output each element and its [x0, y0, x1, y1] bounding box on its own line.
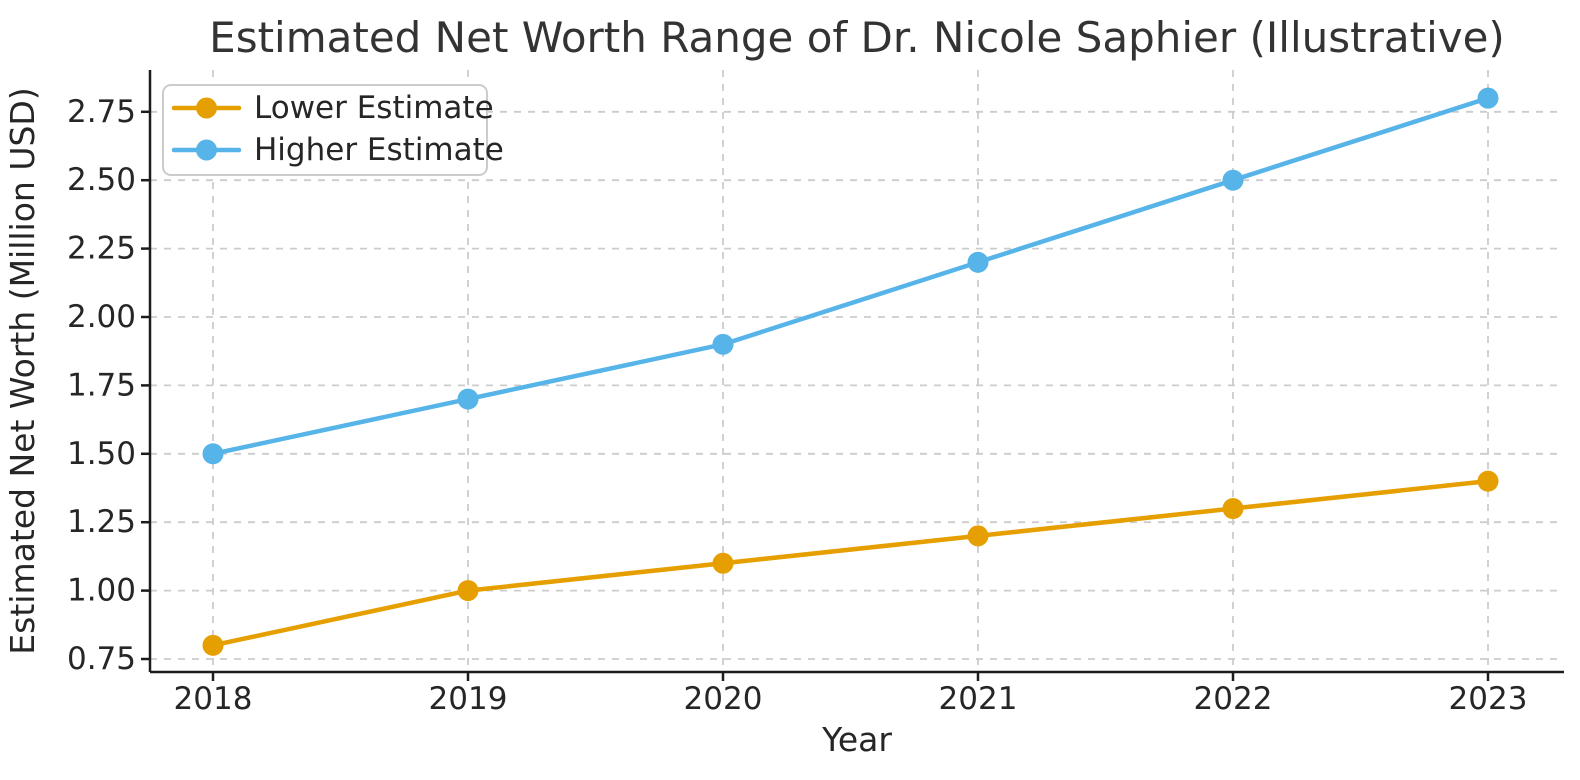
legend-swatch-marker: [196, 97, 217, 119]
y-axis-label: Estimated Net Worth (Million USD): [3, 87, 42, 654]
x-axis-tick-label: 2022: [1194, 681, 1273, 717]
legend-label: Higher Estimate: [254, 132, 504, 168]
y-axis-tick-label: 2.00: [67, 299, 136, 335]
y-axis-tick-label: 1.75: [67, 367, 136, 403]
y-axis-tick-label: 1.50: [67, 436, 136, 472]
y-axis-tick-label: 1.25: [67, 504, 136, 540]
x-axis-tick-label: 2018: [174, 681, 253, 717]
data-point-marker: [967, 525, 989, 547]
x-axis-tick-label: 2020: [684, 681, 763, 717]
data-point-marker: [1477, 87, 1499, 109]
data-point-marker: [202, 443, 224, 465]
chart-title: Estimated Net Worth Range of Dr. Nicole …: [209, 13, 1505, 62]
data-point-marker: [1222, 498, 1244, 520]
x-axis-tick-label: 2023: [1449, 681, 1528, 717]
legend: Lower Estimate Higher Estimate: [162, 84, 504, 176]
y-axis-tick-label: 0.75: [67, 641, 136, 677]
data-series: [202, 87, 1499, 656]
x-axis-label: Year: [821, 720, 892, 759]
legend-label: Lower Estimate: [254, 90, 494, 126]
legend-box: [162, 84, 488, 176]
x-axis-tick-label: 2021: [939, 681, 1018, 717]
data-point-marker: [1477, 470, 1499, 492]
axes: 0.75 1.00 1.25 1.50 1.75 2.00 2.25 2.50 2.75 2018…: [67, 70, 1564, 717]
data-point-marker: [1222, 169, 1244, 191]
data-point-marker: [202, 634, 224, 656]
data-point-marker: [457, 580, 479, 602]
x-axis-tick-label: 2019: [429, 681, 508, 717]
data-point-marker: [712, 552, 734, 574]
y-axis-tick-label: 1.00: [67, 573, 136, 609]
series-line-higher-estimate: [210, 95, 1491, 457]
series-line-lower-estimate: [210, 478, 1491, 648]
y-axis-tick-label: 2.75: [67, 94, 136, 130]
data-point-marker: [712, 333, 734, 355]
data-point-marker: [457, 388, 479, 410]
y-axis-tick-label: 2.50: [67, 162, 136, 198]
legend-swatch-marker: [196, 139, 217, 161]
data-point-marker: [967, 251, 989, 273]
y-axis-tick-label: 2.25: [67, 231, 136, 267]
grid-lines: [150, 70, 1564, 672]
